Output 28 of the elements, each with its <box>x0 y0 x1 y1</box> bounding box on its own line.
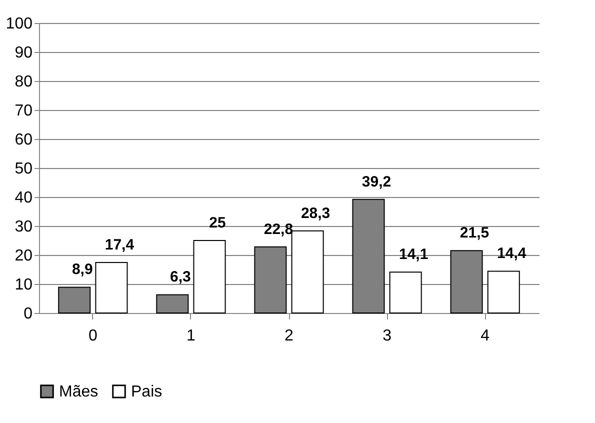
y-tick-label: 60 <box>14 132 33 148</box>
legend-label: Mães <box>59 383 98 400</box>
y-tick-label: 10 <box>14 276 33 294</box>
y-tick-label: 80 <box>14 74 33 90</box>
data-label: 22,8 <box>264 220 294 238</box>
x-tick-label: 1 <box>186 328 196 344</box>
x-tick-label: 4 <box>480 328 490 344</box>
legend-label: Pais <box>131 383 162 400</box>
y-tick-label: 90 <box>14 44 33 62</box>
data-label: 8,9 <box>72 261 93 278</box>
y-tick-label: 0 <box>24 306 33 322</box>
data-label: 14,1 <box>398 246 428 264</box>
y-tick-label: 70 <box>14 102 33 120</box>
y-tick-label: 100 <box>6 16 33 32</box>
x-tick-label: 2 <box>284 328 294 344</box>
y-tick-label: 20 <box>14 248 33 264</box>
y-tick-label: 40 <box>14 190 33 206</box>
data-label: 39,2 <box>362 173 392 190</box>
x-tick-label: 0 <box>88 328 98 344</box>
data-label: 6,3 <box>170 268 191 286</box>
data-label: 14,4 <box>497 245 527 262</box>
x-tick-label: 3 <box>382 328 392 344</box>
data-label: 28,3 <box>300 204 330 222</box>
data-label: 21,5 <box>460 224 490 242</box>
data-label: 25 <box>209 214 226 232</box>
y-tick-label: 50 <box>14 160 33 178</box>
data-label: 17,4 <box>104 236 135 254</box>
y-tick-label: 30 <box>14 218 33 236</box>
